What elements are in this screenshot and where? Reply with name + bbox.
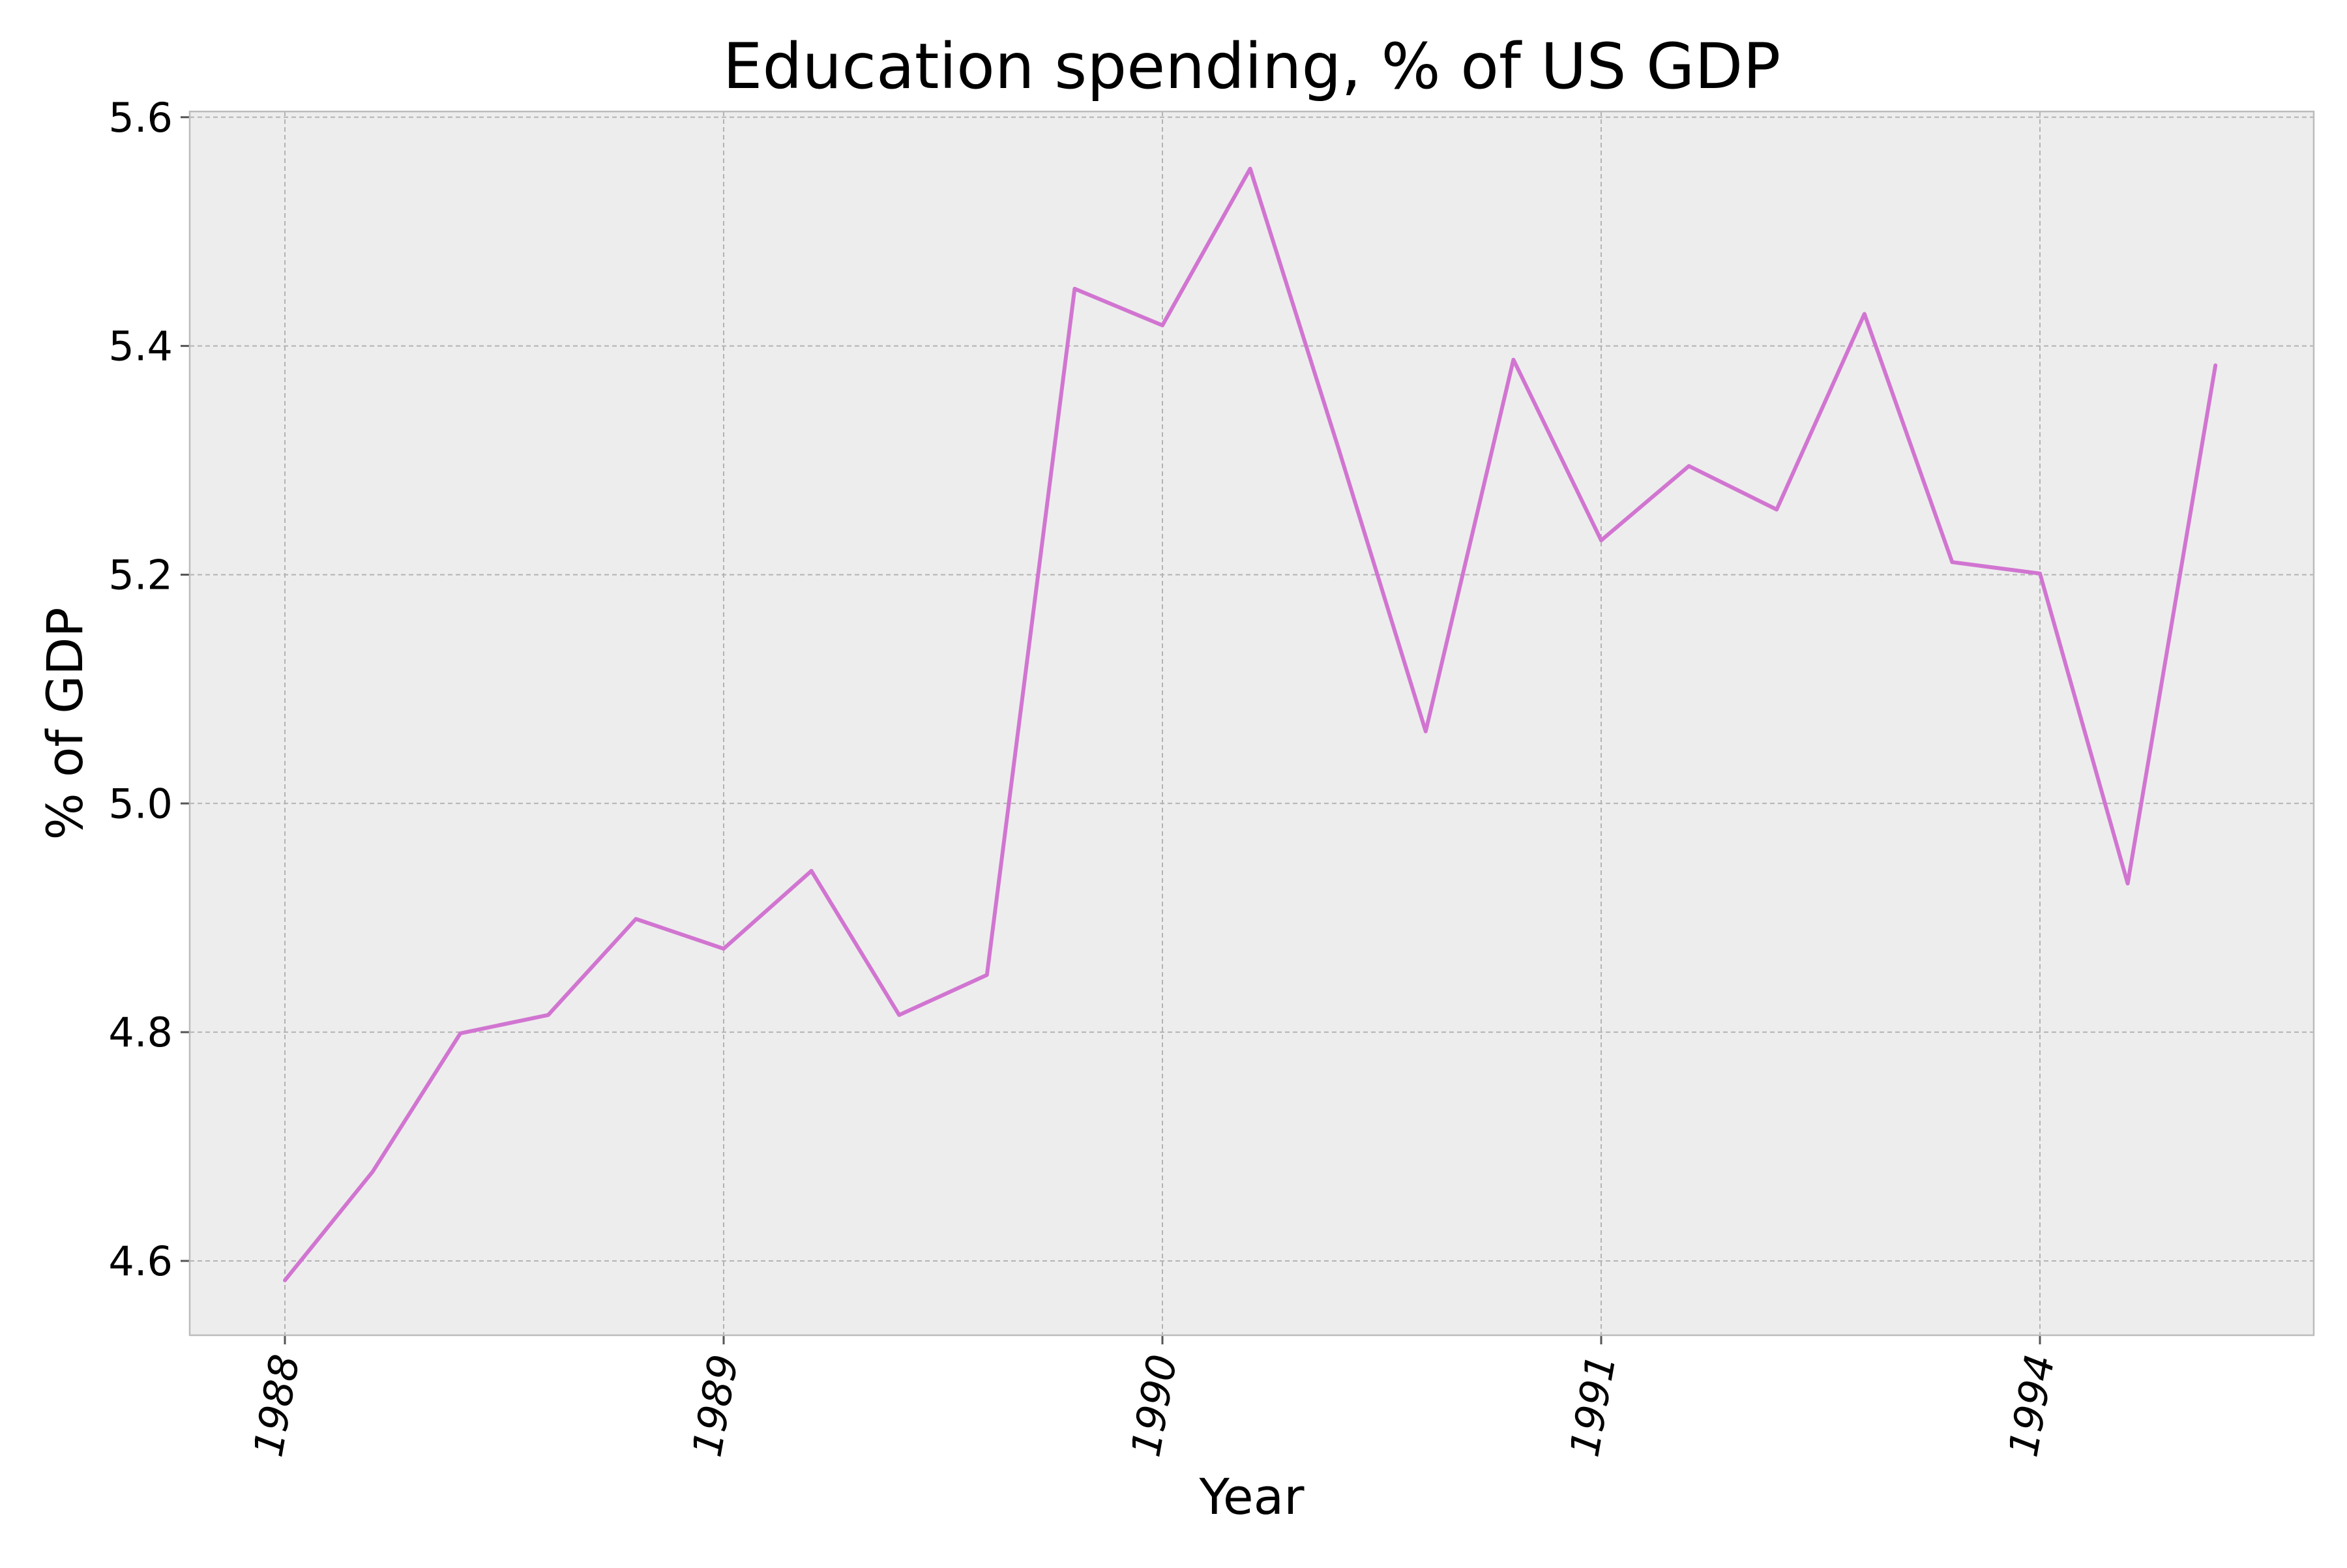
chart-title: Education spending, % of US GDP	[723, 30, 1780, 103]
y-axis-title: % of GDP	[36, 607, 94, 840]
x-tick-label: 1991	[1560, 1351, 1625, 1460]
plot-frame	[188, 110, 2315, 1337]
series-line	[283, 166, 2218, 1282]
y-tick-label: 5.2	[108, 551, 173, 599]
x-tick-label: 1990	[1121, 1351, 1186, 1460]
y-tick-label: 5.4	[108, 323, 173, 370]
x-tick-label: 1988	[244, 1351, 308, 1460]
y-tick-label: 4.8	[108, 1009, 173, 1056]
x-axis-ticks: 1988 1989 1990 1991 1994	[244, 1335, 2064, 1460]
x-axis-title: Year	[1199, 1468, 1305, 1526]
x-tick-label: 1994	[1999, 1351, 2063, 1460]
y-tick-label: 4.6	[108, 1237, 173, 1285]
y-tick-label: 5.6	[108, 94, 173, 141]
grid	[190, 111, 2314, 1335]
plot-background	[190, 111, 2314, 1335]
y-tick-label: 5.0	[108, 780, 173, 827]
y-axis-ticks: 4.6 4.8 5.0 5.2 5.4 5.6	[108, 94, 190, 1285]
x-tick-label: 1989	[683, 1351, 747, 1460]
